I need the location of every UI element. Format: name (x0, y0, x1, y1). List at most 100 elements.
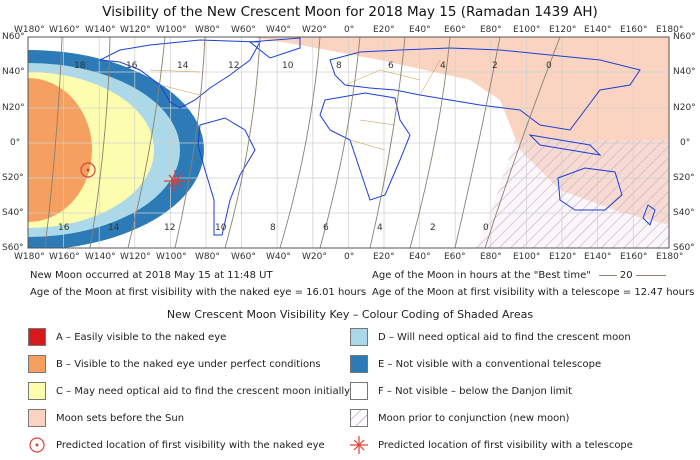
lon-label: W180° (14, 25, 45, 35)
swatch-moon-sets (28, 409, 46, 427)
contour-label: 14 (177, 61, 189, 71)
swatch-f (350, 382, 368, 400)
key-item-telescope-location: Predicted location of first visibility w… (350, 435, 633, 455)
contour-labels-top: 18 16 14 12 10 8 6 4 2 0 (74, 61, 552, 71)
lon-label: W20° (302, 25, 327, 35)
lat-label: 0° (10, 138, 21, 148)
lon-label: W40° (266, 252, 291, 262)
lon-label: E80° (480, 25, 502, 35)
naked-eye-age-info: Age of the Moon at first visibility with… (30, 287, 367, 298)
lat-label: N40° (2, 67, 25, 77)
lon-label: 0° (344, 252, 355, 262)
key-item-naked-eye-location: Predicted location of first visibility w… (28, 435, 325, 455)
contour-label: 12 (228, 61, 239, 71)
new-moon-info: New Moon occurred at 2018 May 15 at 11:4… (30, 270, 273, 281)
lon-label: W160° (49, 25, 80, 35)
best-time-legend: Age of the Moon in hours at the "Best ti… (372, 270, 666, 281)
coastlines (98, 37, 656, 236)
contour-sample-line (635, 275, 666, 276)
key-item-f: F – Not visible – below the Danjon limit (350, 381, 572, 401)
lon-label: W80° (195, 252, 220, 262)
key-item-a: A – Easily visible to the naked eye (28, 327, 226, 347)
swatch-b (28, 355, 46, 373)
lon-label: W180° (14, 252, 45, 262)
lon-label: W140° (85, 25, 116, 35)
key-label-b: B – Visible to the naked eye under perfe… (56, 358, 321, 370)
telescope-location-icon (350, 436, 368, 454)
naked-eye-location-marker (80, 162, 96, 178)
lon-label: E100° (513, 25, 541, 35)
telescope-location-marker (164, 170, 186, 192)
lon-label: W100° (156, 252, 187, 262)
lon-label: W60° (231, 252, 256, 262)
swatch-c (28, 382, 46, 400)
lon-label: E100° (513, 252, 541, 262)
lon-label: W140° (85, 252, 116, 262)
contour-label: 16 (126, 61, 138, 71)
lat-label: S20° (673, 173, 695, 183)
lon-label: E60° (444, 25, 466, 35)
lon-label: E40° (409, 25, 431, 35)
lat-label: N20° (673, 103, 696, 113)
contour-sample-value: 20 (619, 270, 633, 281)
lat-label: N60° (2, 32, 25, 42)
lat-label: S60° (673, 243, 695, 253)
age-contours (44, 37, 561, 248)
key-item-d: D – Will need optical aid to find the cr… (350, 327, 631, 347)
key-label-naked-eye-location: Predicted location of first visibility w… (56, 439, 325, 451)
lat-label: S60° (2, 243, 24, 253)
prior-conjunction-region (475, 140, 669, 248)
key-item-moon-sets: Moon sets before the Sun (28, 408, 184, 428)
lon-label: W100° (156, 25, 187, 35)
lat-label: S40° (673, 208, 695, 218)
lon-label: E20° (373, 252, 395, 262)
key-label-e: E – Not visible with a conventional tele… (378, 358, 602, 370)
key-item-prior-conjunction: Moon prior to conjunction (new moon) (350, 408, 569, 428)
naked-eye-location-icon (29, 437, 45, 453)
contour-label: 4 (377, 223, 383, 233)
lat-label: N60° (673, 32, 696, 42)
lon-label: W160° (49, 252, 80, 262)
lat-label: S20° (2, 173, 24, 183)
lat-label: N20° (2, 103, 25, 113)
lon-label: E80° (480, 252, 502, 262)
key-item-e: E – Not visible with a conventional tele… (350, 354, 601, 374)
lon-label: E180° (656, 25, 684, 35)
map-title: Visibility of the New Crescent Moon for … (102, 4, 598, 20)
lon-label: E120° (549, 25, 577, 35)
key-label-d: D – Will need optical aid to find the cr… (378, 331, 631, 343)
contour-label: 0 (546, 61, 552, 71)
contour-label: 14 (108, 223, 120, 233)
lon-label: W60° (231, 25, 256, 35)
lat-label: N40° (673, 67, 696, 77)
lon-label: E160° (620, 252, 648, 262)
contour-labels-bottom: 16 14 12 10 8 6 4 2 0 (58, 223, 489, 233)
lon-label: E160° (620, 25, 648, 35)
contour-label: 2 (492, 61, 498, 71)
contour-label: 8 (270, 223, 276, 233)
key-item-b: B – Visible to the naked eye under perfe… (28, 354, 321, 374)
lon-label: E20° (373, 25, 395, 35)
lon-label: E140° (584, 252, 612, 262)
key-item-c: C – May need optical aid to find the cre… (28, 381, 350, 401)
contour-label: 16 (58, 223, 70, 233)
lon-label: E140° (584, 25, 612, 35)
key-label-c: C – May need optical aid to find the cre… (56, 385, 351, 397)
zone-b (28, 78, 92, 222)
contour-label: 10 (282, 61, 294, 71)
key-label-f: F – Not visible – below the Danjon limit (378, 385, 573, 397)
contour-label: 2 (430, 223, 436, 233)
contour-label: 12 (164, 223, 175, 233)
contour-label: 10 (215, 223, 227, 233)
contour-label: 6 (323, 223, 329, 233)
contour-label: 6 (388, 61, 394, 71)
lat-label: 0° (680, 138, 691, 148)
contour-label: 8 (336, 61, 342, 71)
lon-label: W120° (120, 25, 151, 35)
swatch-e (350, 355, 368, 373)
contour-label: 4 (440, 61, 446, 71)
contour-label: 0 (483, 223, 489, 233)
swatch-a (28, 328, 46, 346)
lon-label: E40° (409, 252, 431, 262)
map-border (27, 36, 670, 249)
